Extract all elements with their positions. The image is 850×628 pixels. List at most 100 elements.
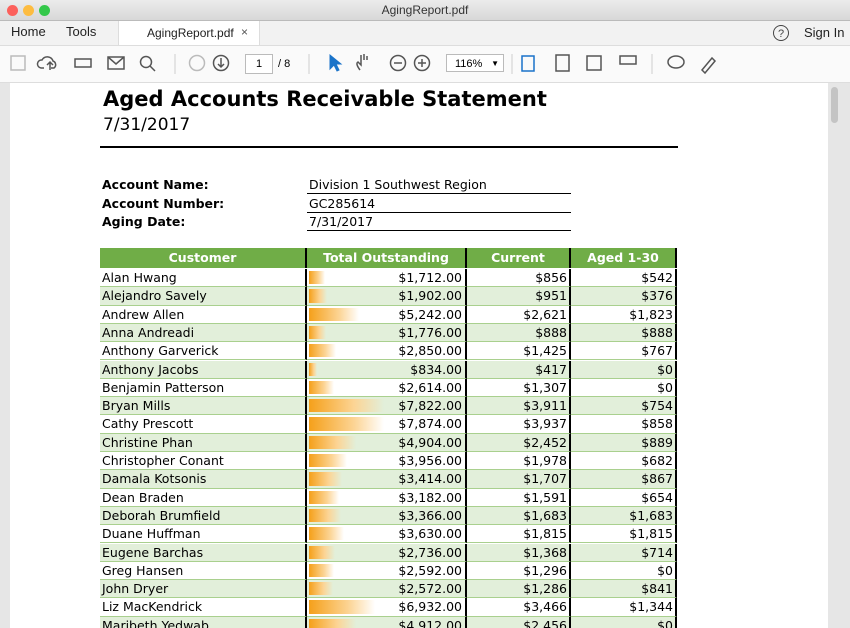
sign-in[interactable]: Sign In (804, 25, 845, 40)
field-value: 7/31/2017 (307, 213, 571, 231)
current-cell: $2,621 (467, 305, 571, 324)
zoom-in[interactable] (413, 54, 431, 72)
help-icon[interactable]: ? (772, 24, 790, 42)
divider (100, 146, 678, 148)
customer-cell: Duane Huffman (100, 525, 307, 544)
tools-menu[interactable]: Tools (66, 24, 97, 39)
hand-tool[interactable] (356, 54, 368, 71)
next-page[interactable] (212, 54, 230, 72)
sign-tool[interactable] (700, 56, 717, 75)
doc-title: Aged Accounts Receivable Statement (103, 87, 547, 111)
aged-cell: $0 (571, 378, 677, 398)
aged-cell: $754 (571, 397, 677, 416)
data-bar (309, 508, 342, 523)
total-value: $3,366.00 (398, 507, 462, 523)
current-cell: $1,425 (467, 342, 571, 361)
minimize-button[interactable] (23, 5, 34, 16)
total-cell: $4,904.00 (307, 433, 467, 452)
data-bar (309, 362, 317, 376)
zoom-out[interactable] (389, 54, 407, 72)
total-value: $3,956.00 (398, 453, 462, 468)
customer-cell: Greg Hansen (100, 561, 307, 581)
customer-cell: John Dryer (100, 580, 307, 599)
zoom-button[interactable] (39, 5, 50, 16)
doc-date: 7/31/2017 (103, 115, 191, 135)
scroll-mode[interactable] (619, 55, 637, 65)
customer-cell: Anna Andreadi (100, 323, 307, 343)
full-screen[interactable] (586, 55, 602, 71)
search-icon[interactable] (139, 55, 153, 69)
total-value: $5,242.00 (398, 306, 462, 322)
total-cell: $1,712.00 (307, 269, 467, 288)
page-input[interactable]: 1 (245, 54, 273, 74)
prev-page[interactable] (188, 54, 206, 72)
current-cell: $1,368 (467, 543, 571, 562)
current-cell: $1,978 (467, 452, 571, 471)
tab-close[interactable]: × (241, 25, 249, 39)
column-header: Aged 1-30 (571, 248, 677, 268)
data-bar (309, 563, 334, 578)
upload-icon[interactable] (36, 56, 57, 70)
total-value: $3,630.00 (398, 526, 462, 542)
total-value: $4,912.00 (398, 617, 462, 628)
data-bar (309, 289, 328, 303)
customer-cell: Dean Braden (100, 488, 307, 507)
rotate[interactable] (555, 54, 570, 72)
total-cell: $1,776.00 (307, 323, 467, 343)
home-menu[interactable]: Home (11, 24, 46, 39)
aged-cell: $889 (571, 433, 677, 452)
total-value: $2,572.00 (398, 581, 462, 597)
total-cell: $1,902.00 (307, 287, 467, 306)
customer-cell: Eugene Barchas (100, 543, 307, 562)
total-value: $4,904.00 (398, 434, 462, 450)
document-viewer: Aged Accounts Receivable Statement 7/31/… (0, 83, 850, 628)
total-value: $3,414.00 (398, 471, 462, 487)
aged-cell: $1,683 (571, 506, 677, 526)
customer-cell: Alejandro Savely (100, 287, 307, 306)
data-bar (309, 600, 376, 614)
select-tool[interactable] (329, 53, 343, 72)
comment-tool[interactable] (667, 55, 685, 69)
total-cell: $2,592.00 (307, 561, 467, 581)
aged-cell: $1,344 (571, 598, 677, 617)
fit-page[interactable] (521, 55, 535, 72)
total-value: $7,874.00 (398, 416, 462, 432)
data-bar (309, 380, 334, 395)
data-bar (309, 527, 344, 541)
current-cell: $1,683 (467, 506, 571, 526)
customer-cell: Christine Phan (100, 433, 307, 452)
current-cell: $3,937 (467, 415, 571, 434)
current-cell: $888 (467, 323, 571, 343)
aged-cell: $0 (571, 616, 677, 628)
total-value: $3,182.00 (398, 489, 462, 505)
aged-cell: $867 (571, 470, 677, 489)
mail-icon[interactable] (107, 56, 125, 70)
close-button[interactable] (7, 5, 18, 16)
save-icon[interactable] (10, 55, 26, 71)
column-header: Current (467, 248, 571, 268)
current-cell: $417 (467, 360, 571, 379)
scrollbar-thumb[interactable] (831, 87, 838, 123)
total-cell: $7,822.00 (307, 397, 467, 416)
customer-cell: Maribeth Yedwab (100, 616, 307, 628)
svg-text:?: ? (778, 28, 784, 40)
data-bar (309, 271, 326, 285)
data-bar (309, 582, 334, 596)
window-title: AgingReport.pdf (381, 3, 469, 17)
data-bar (309, 490, 340, 504)
zoom-select[interactable]: 116% ▼ (446, 54, 504, 72)
current-cell: $1,307 (467, 378, 571, 398)
print-icon[interactable] (74, 58, 92, 68)
document-tab[interactable]: AgingReport.pdf × (118, 21, 260, 45)
data-bar (309, 545, 336, 559)
aged-cell: $767 (571, 342, 677, 361)
total-cell: $2,572.00 (307, 580, 467, 599)
total-value: $7,822.00 (398, 398, 462, 414)
customer-cell: Liz MacKendrick (100, 598, 307, 617)
total-value: $1,712.00 (398, 270, 462, 285)
field-label: Aging Date: (102, 214, 186, 229)
current-cell: $1,591 (467, 488, 571, 507)
document: Aged Accounts Receivable Statement 7/31/… (10, 83, 828, 628)
aged-cell: $841 (571, 580, 677, 599)
aged-cell: $542 (571, 269, 677, 288)
